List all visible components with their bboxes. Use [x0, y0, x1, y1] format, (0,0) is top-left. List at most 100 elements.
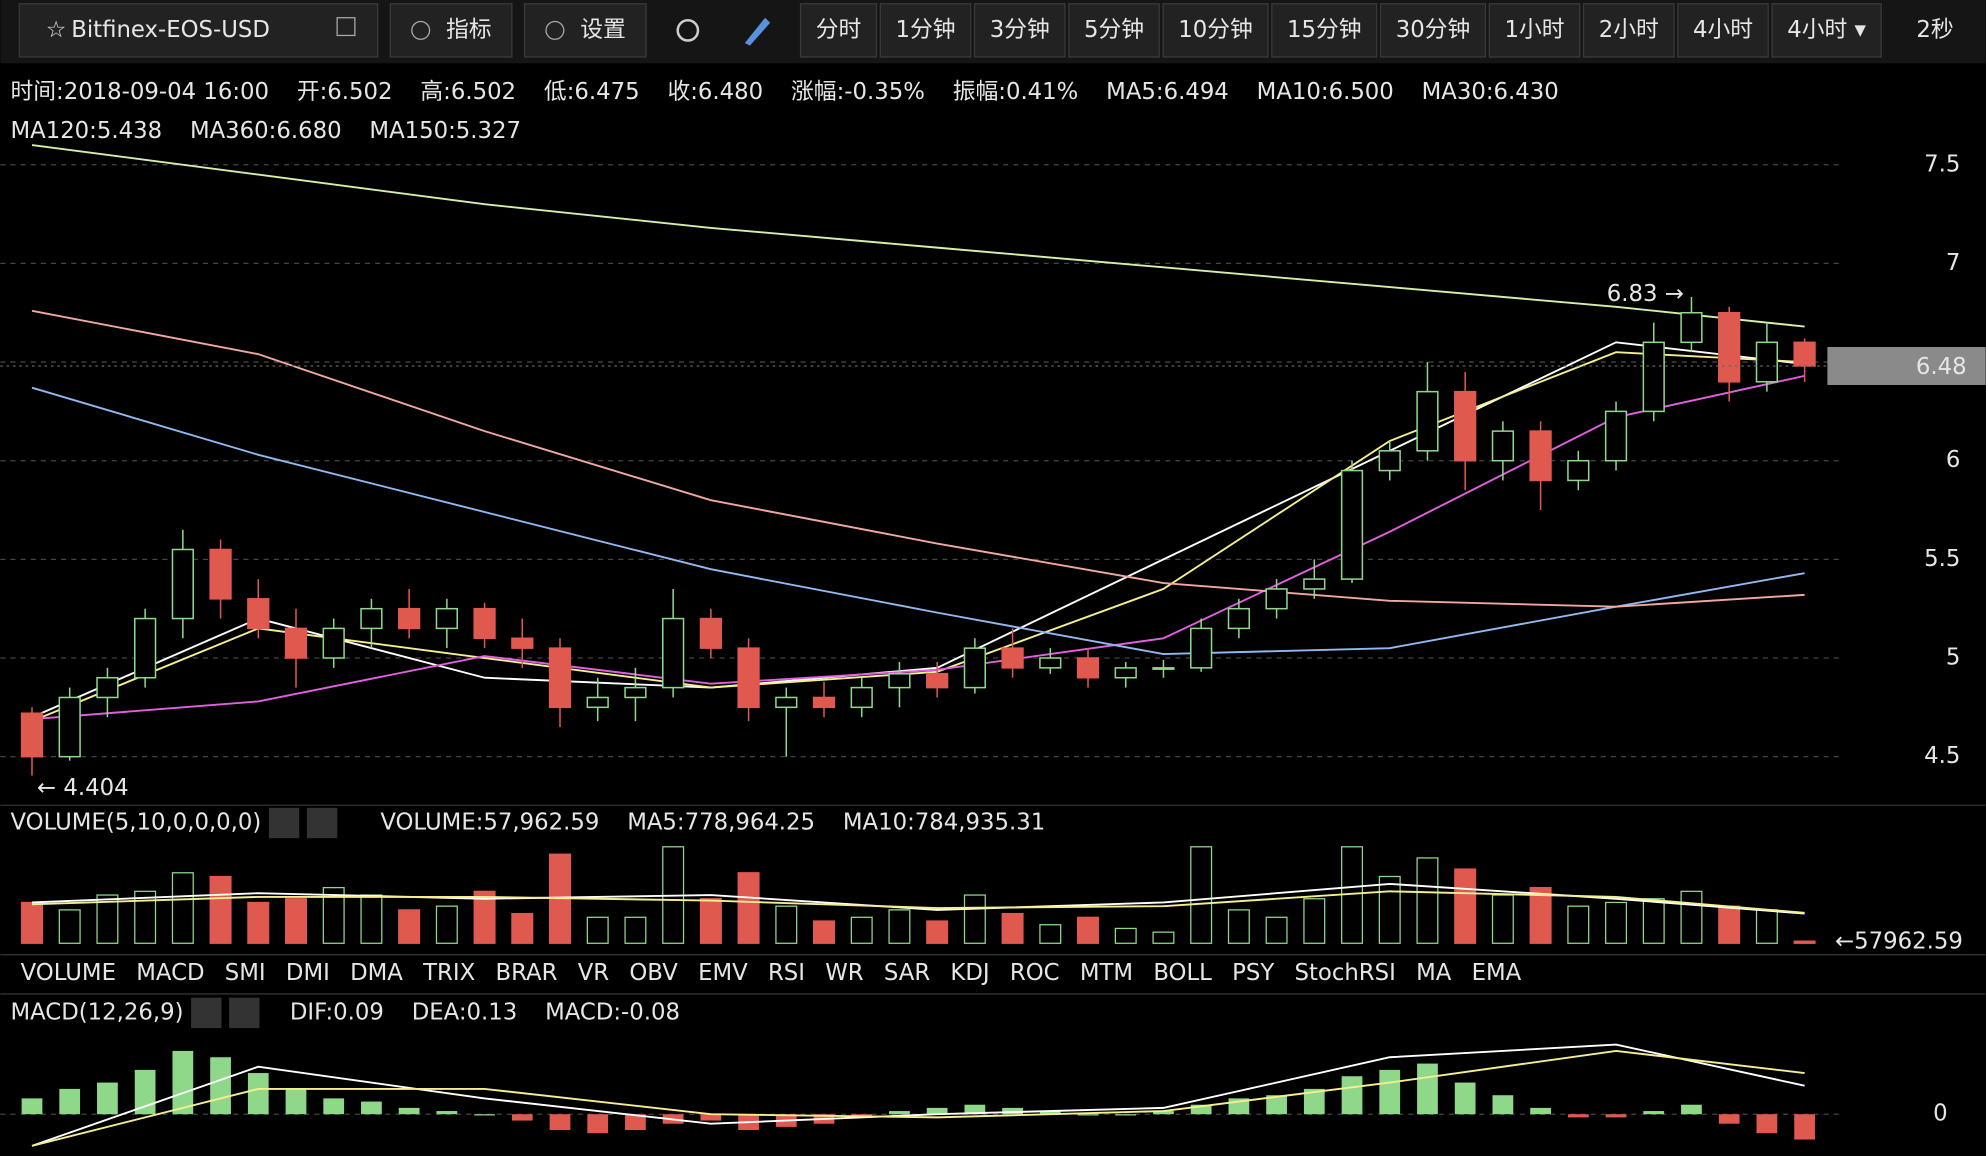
macd-bar	[1039, 1111, 1061, 1115]
symbol-box[interactable]	[18, 3, 379, 58]
toolbar-button[interactable]	[523, 3, 647, 58]
indicator-tab[interactable]: DMI	[286, 960, 330, 986]
volume-ma-line	[31, 890, 1805, 914]
macd-legend: DEA:0.13	[412, 999, 518, 1025]
candle-body	[662, 617, 685, 689]
volume-bar	[1718, 905, 1741, 944]
close-button[interactable]	[306, 807, 338, 839]
indicator-tab[interactable]: BRAR	[495, 960, 557, 986]
macd-bar	[323, 1098, 345, 1115]
candle-body	[20, 712, 44, 758]
interval-tab[interactable]	[1379, 3, 1487, 58]
indicator-tab[interactable]: SAR	[884, 960, 930, 986]
interval-tab[interactable]	[799, 3, 878, 58]
volume-bar	[1039, 924, 1062, 944]
indicator-tab[interactable]: MTM	[1080, 960, 1133, 986]
settings-button[interactable]	[268, 807, 300, 839]
volume-bar	[134, 890, 157, 944]
indicator-tab[interactable]: OBV	[629, 960, 678, 986]
indicator-tab[interactable]: KDJ	[950, 960, 989, 986]
indicator-tab[interactable]: VR	[578, 960, 610, 986]
candle-body	[850, 686, 873, 709]
info-value: -0.35%	[844, 79, 925, 105]
candle-body	[360, 607, 383, 630]
info-item: 时间:2018-09-04 16:00	[10, 79, 269, 105]
y-tick-label: 4.5	[1924, 743, 1960, 769]
toolbar-button[interactable]	[389, 3, 513, 58]
ma-line	[31, 386, 1805, 656]
candle-body	[1491, 430, 1515, 462]
macd-line	[31, 1049, 1805, 1147]
interval-label: 1小时	[1504, 17, 1564, 43]
toolbar-button-label: 设置	[580, 17, 626, 43]
candle-body	[888, 673, 911, 689]
volume-bar	[888, 909, 911, 944]
indicator-tab[interactable]: StochRSI	[1295, 960, 1396, 986]
indicator-tab[interactable]: WR	[825, 960, 864, 986]
macd-bar	[1417, 1063, 1438, 1115]
volume-bar	[699, 898, 722, 944]
candle-body	[1001, 647, 1024, 669]
volume-bar	[1190, 846, 1213, 944]
interval-tab[interactable]	[1771, 3, 1882, 58]
info-item: 低:6.475	[544, 79, 640, 105]
candle-body	[1039, 657, 1062, 669]
indicator-tab[interactable]: DMA	[350, 960, 403, 986]
volume-bar	[96, 894, 119, 944]
close-button[interactable]	[229, 997, 260, 1029]
macd-bar	[511, 1114, 533, 1121]
refresh-rate[interactable]: 2秒	[1916, 17, 1953, 43]
indicator-tab[interactable]: RSI	[768, 960, 805, 986]
volume-bar	[473, 890, 496, 944]
interval-tab[interactable]	[1488, 3, 1581, 58]
volume-bar	[737, 872, 760, 944]
interval-tab[interactable]	[1271, 3, 1378, 58]
candle-body	[1718, 311, 1741, 383]
ma-legend: MA360:6.680	[190, 118, 342, 144]
candle-body	[586, 696, 609, 709]
interval-tab[interactable]	[1677, 3, 1769, 58]
macd-bar	[134, 1069, 156, 1115]
settings-button[interactable]	[191, 997, 222, 1029]
candle-body	[1076, 657, 1100, 679]
indicator-tab[interactable]: MA	[1416, 960, 1452, 986]
macd-bar	[1190, 1104, 1212, 1115]
indicator-tab[interactable]: MACD	[136, 960, 204, 986]
indicator-tab[interactable]: EMA	[1472, 960, 1522, 986]
indicator-tab[interactable]: EMV	[698, 960, 748, 986]
macd-bar	[474, 1114, 495, 1116]
indicator-tab[interactable]: VOLUME	[21, 960, 116, 986]
interval-tab[interactable]	[1582, 3, 1675, 58]
macd-bar	[436, 1111, 458, 1115]
volume-bar	[284, 898, 307, 944]
interval-tab[interactable]	[1162, 3, 1269, 58]
candle-body	[1114, 667, 1137, 679]
interval-tab[interactable]	[1068, 3, 1160, 58]
indicator-tab[interactable]: ROC	[1010, 960, 1060, 986]
volume-bar	[1605, 901, 1628, 944]
volume-bar	[624, 916, 647, 944]
volume-bar	[1227, 909, 1250, 944]
candle-body	[624, 686, 647, 699]
candle-body	[1190, 627, 1213, 669]
macd-bar	[1718, 1114, 1740, 1124]
indicator-tab[interactable]: TRIX	[422, 960, 475, 986]
interval-label: 4小时 ▾	[1787, 17, 1866, 43]
candle-body	[737, 647, 760, 709]
candle-body	[322, 627, 345, 659]
macd-bar	[21, 1098, 43, 1115]
macd-bar	[625, 1114, 646, 1131]
interval-tab[interactable]	[879, 3, 972, 58]
interval-tab[interactable]	[973, 3, 1066, 58]
indicator-tab[interactable]: PSY	[1232, 960, 1274, 986]
draw-icon[interactable]	[744, 17, 771, 46]
indicator-tab[interactable]: BOLL	[1153, 960, 1212, 986]
theme-icon[interactable]	[676, 18, 700, 42]
candle-body	[1265, 588, 1288, 610]
indicator-tab[interactable]: SMI	[225, 960, 266, 986]
candle-body	[398, 607, 421, 630]
interval-label: 30分钟	[1396, 17, 1471, 43]
candle-body	[548, 647, 572, 709]
volume-bar	[1265, 916, 1288, 944]
